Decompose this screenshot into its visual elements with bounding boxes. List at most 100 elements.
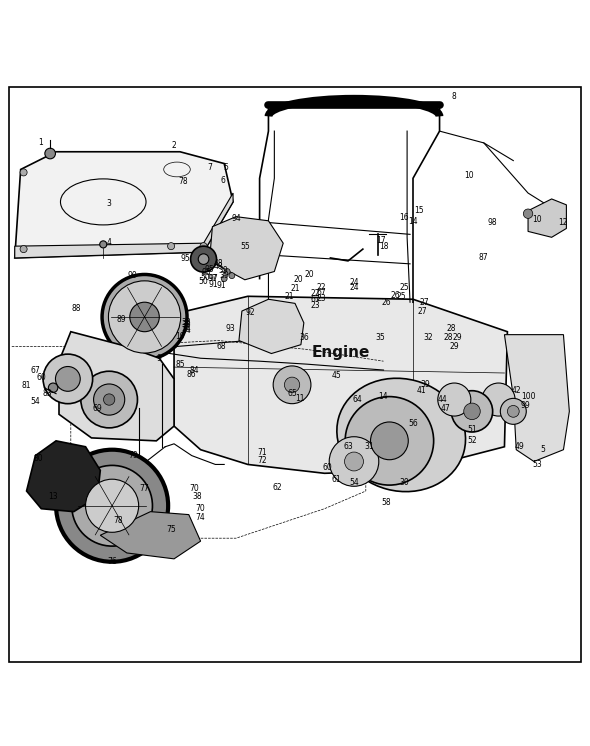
Circle shape (464, 403, 480, 419)
Polygon shape (100, 512, 201, 559)
Text: 1: 1 (38, 139, 42, 148)
Text: 88: 88 (72, 304, 81, 313)
Text: 97: 97 (209, 274, 218, 283)
Circle shape (438, 383, 471, 416)
Text: 23: 23 (311, 301, 320, 310)
Text: 62: 62 (273, 483, 282, 492)
Text: 26: 26 (391, 291, 400, 300)
Circle shape (507, 405, 519, 417)
Circle shape (191, 246, 217, 272)
Text: 38: 38 (193, 492, 202, 501)
Polygon shape (15, 193, 233, 258)
Text: 78: 78 (113, 516, 123, 525)
Text: 32: 32 (423, 333, 432, 342)
Text: 25: 25 (399, 283, 409, 292)
Polygon shape (59, 332, 174, 441)
Text: 89: 89 (116, 316, 126, 325)
Text: 50: 50 (199, 277, 208, 286)
Polygon shape (504, 335, 569, 462)
Text: 33: 33 (181, 319, 191, 327)
Circle shape (523, 209, 533, 219)
Text: 97: 97 (208, 274, 217, 283)
Circle shape (94, 384, 124, 415)
Text: 58: 58 (382, 498, 391, 507)
Text: 16: 16 (399, 213, 409, 222)
Text: 4: 4 (107, 237, 112, 246)
Text: 79: 79 (128, 451, 137, 460)
Text: 10: 10 (464, 171, 474, 180)
Text: 70: 70 (196, 504, 205, 513)
Text: 28: 28 (444, 333, 453, 342)
Text: 11: 11 (295, 394, 304, 403)
Text: 6: 6 (221, 176, 225, 185)
Circle shape (451, 391, 493, 432)
Text: 74: 74 (196, 513, 205, 522)
Text: 77: 77 (140, 483, 149, 492)
Text: 9: 9 (157, 354, 162, 363)
Text: 90: 90 (128, 271, 137, 280)
Text: 68: 68 (217, 342, 226, 351)
Text: 7: 7 (207, 163, 212, 172)
Text: 27: 27 (420, 298, 430, 307)
Text: 8: 8 (452, 93, 457, 101)
Circle shape (198, 254, 209, 264)
Text: 64: 64 (352, 395, 362, 404)
Text: 31: 31 (364, 442, 373, 451)
Text: 95: 95 (181, 254, 191, 263)
Circle shape (329, 436, 379, 486)
Ellipse shape (337, 378, 466, 492)
Circle shape (221, 276, 227, 281)
Text: 85: 85 (175, 360, 185, 369)
Text: 39: 39 (420, 380, 430, 389)
Text: 15: 15 (414, 206, 424, 216)
Text: 39: 39 (218, 266, 228, 275)
Text: 34: 34 (181, 326, 191, 335)
Circle shape (20, 169, 27, 176)
Text: 2: 2 (172, 141, 176, 151)
Circle shape (200, 242, 207, 250)
Polygon shape (27, 441, 100, 512)
Text: 84: 84 (190, 366, 199, 374)
Text: 54: 54 (31, 397, 40, 406)
Text: 22: 22 (317, 283, 326, 292)
Circle shape (284, 377, 300, 392)
Polygon shape (528, 199, 566, 237)
Text: 45: 45 (332, 372, 341, 380)
Circle shape (168, 242, 175, 250)
Text: 67: 67 (311, 295, 320, 304)
Text: 27: 27 (417, 307, 427, 316)
Circle shape (103, 394, 115, 405)
Text: 95: 95 (205, 266, 214, 275)
Text: 61: 61 (332, 474, 341, 483)
Text: 28: 28 (447, 325, 456, 333)
Text: 51: 51 (467, 424, 477, 433)
Text: 93: 93 (225, 325, 235, 333)
Polygon shape (209, 216, 283, 280)
Text: 67: 67 (31, 366, 40, 374)
Circle shape (345, 452, 363, 471)
Text: 60: 60 (323, 463, 332, 472)
Circle shape (72, 466, 152, 546)
Text: 60: 60 (37, 373, 46, 382)
Circle shape (130, 302, 159, 332)
Text: 72: 72 (258, 456, 267, 465)
Text: 24: 24 (349, 283, 359, 292)
Text: 5: 5 (223, 163, 228, 172)
Text: 33: 33 (181, 320, 191, 329)
Text: 14: 14 (408, 217, 418, 226)
Text: 76: 76 (107, 557, 117, 566)
Circle shape (55, 366, 80, 392)
Text: 53: 53 (532, 460, 542, 469)
Text: 94: 94 (231, 214, 241, 223)
Text: 21: 21 (290, 283, 300, 292)
Text: 47: 47 (441, 404, 450, 413)
Text: 23: 23 (317, 294, 326, 303)
Circle shape (86, 479, 139, 533)
Polygon shape (174, 296, 507, 473)
Circle shape (482, 383, 515, 416)
Circle shape (45, 148, 55, 159)
Text: 3: 3 (107, 198, 112, 207)
Text: 65: 65 (287, 389, 297, 398)
Text: 12: 12 (559, 218, 568, 227)
Text: 21: 21 (284, 292, 294, 301)
